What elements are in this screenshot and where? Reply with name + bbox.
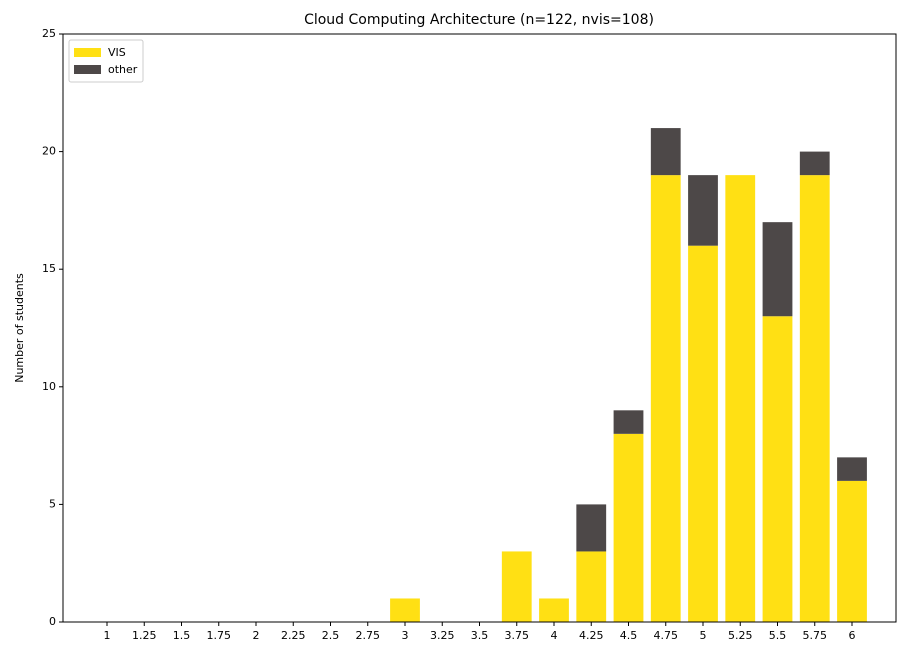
x-tick-label: 2.25	[281, 629, 306, 642]
x-tick-label: 4.75	[654, 629, 679, 642]
y-axis-label: Number of students	[13, 273, 26, 383]
bar	[799, 151, 830, 176]
x-tick-label: 2.75	[356, 629, 381, 642]
bar	[688, 175, 718, 246]
x-tick-label: 1.75	[207, 629, 232, 642]
x-tick-label: 3.25	[430, 629, 455, 642]
x-tick-label: 4.25	[579, 629, 604, 642]
bar	[799, 175, 830, 622]
x-tick-label: 4	[551, 629, 558, 642]
plot-frame	[62, 33, 897, 623]
x-tick-label: 3.5	[471, 629, 489, 642]
x-tick-label: 2	[253, 629, 260, 642]
y-tick-label: 25	[42, 27, 56, 40]
legend-label: other	[108, 63, 138, 76]
x-tick-label: 3.75	[505, 629, 530, 642]
y-tick-label: 5	[49, 497, 56, 510]
legend-label: VIS	[108, 46, 126, 59]
y-tick-label: 15	[42, 262, 56, 275]
bar	[837, 457, 867, 481]
bar	[650, 128, 681, 176]
x-tick-label: 3	[402, 629, 409, 642]
bar	[688, 245, 718, 622]
bar	[762, 316, 793, 622]
bar	[837, 480, 867, 622]
y-tick-label: 20	[42, 145, 56, 158]
chart-title: Cloud Computing Architecture (n=122, nvi…	[304, 12, 654, 28]
x-tick-label: 5.5	[769, 629, 787, 642]
x-tick-label: 5.25	[728, 629, 753, 642]
bar	[539, 598, 569, 622]
x-tick-label: 5	[700, 629, 707, 642]
bar	[650, 175, 681, 622]
x-tick-label: 1	[104, 629, 111, 642]
x-tick-label: 6	[849, 629, 856, 642]
y-tick-label: 10	[42, 380, 56, 393]
x-tick-label: 1.5	[173, 629, 191, 642]
x-tick-label: 1.25	[132, 629, 157, 642]
bar	[501, 551, 532, 622]
bar	[613, 410, 644, 434]
bar	[762, 222, 793, 317]
legend-swatch	[74, 48, 101, 57]
bar	[390, 598, 420, 622]
legend-swatch	[74, 65, 101, 74]
x-tick-label: 2.5	[322, 629, 340, 642]
bar	[576, 551, 607, 622]
y-tick-label: 0	[49, 615, 56, 628]
bar	[576, 504, 607, 552]
bar	[613, 433, 644, 622]
x-tick-label: 4.5	[620, 629, 638, 642]
bar	[725, 175, 756, 622]
x-tick-label: 5.75	[803, 629, 828, 642]
